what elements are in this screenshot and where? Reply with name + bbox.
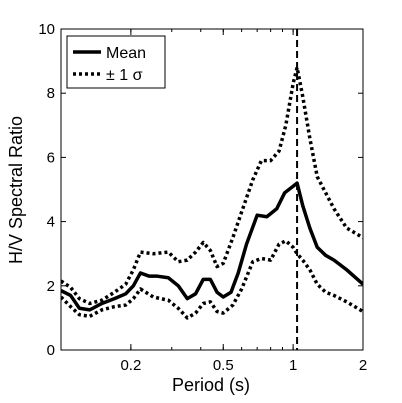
axes-layer: 0 2 4 6 8 10 0.2 0.5 1 2 (38, 21, 367, 374)
y-tick-label-10: 10 (38, 21, 55, 38)
lower-sigma-curve (61, 239, 363, 320)
legend-mean-label: Mean (106, 45, 146, 62)
y-tick-label-6: 6 (47, 149, 55, 166)
series-layer (61, 29, 363, 350)
y-tick-label-0: 0 (47, 342, 55, 359)
legend-box (66, 35, 166, 89)
x-tick-label-2: 2 (359, 357, 367, 374)
x-tick-label-0.5: 0.5 (213, 357, 234, 374)
y-axis-label: H/V Spectral Ratio (6, 116, 26, 264)
legend: Mean ± 1 σ (66, 35, 166, 89)
y-tick-label-4: 4 (47, 214, 55, 231)
mean-curve (61, 181, 363, 312)
upper-sigma-curve (61, 65, 363, 306)
x-tick-label-0.2: 0.2 (120, 357, 141, 374)
legend-sigma-label: ± 1 σ (106, 67, 143, 84)
y-tick-label-8: 8 (47, 85, 55, 102)
y-tick-label-2: 2 (47, 278, 55, 295)
plot-frame (60, 28, 364, 351)
x-tick-label-1: 1 (289, 357, 297, 374)
x-axis-label: Period (s) (172, 375, 250, 395)
